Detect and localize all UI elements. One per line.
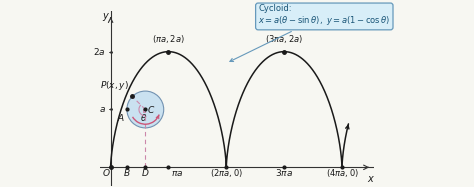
Text: $\pi a$: $\pi a$ bbox=[171, 169, 183, 178]
Text: $x$: $x$ bbox=[367, 174, 375, 184]
Text: Cycloid:
$x = a(\theta - \sin\theta),\ y = a(1 - \cos\theta)$: Cycloid: $x = a(\theta - \sin\theta),\ y… bbox=[230, 4, 391, 62]
Text: $C$: $C$ bbox=[147, 104, 155, 115]
Text: $(4\pi a, 0)$: $(4\pi a, 0)$ bbox=[326, 167, 358, 179]
Text: $O$: $O$ bbox=[102, 167, 111, 178]
Text: $y$: $y$ bbox=[102, 11, 110, 23]
Circle shape bbox=[127, 91, 164, 128]
Text: $D$: $D$ bbox=[141, 167, 150, 178]
Text: $2a$: $2a$ bbox=[93, 46, 106, 57]
Text: $a$: $a$ bbox=[99, 105, 106, 114]
Text: $\theta$: $\theta$ bbox=[140, 112, 148, 123]
Text: $B$: $B$ bbox=[123, 167, 131, 178]
Text: $P(x, y)$: $P(x, y)$ bbox=[100, 79, 129, 92]
Text: $(2\pi a, 0)$: $(2\pi a, 0)$ bbox=[210, 167, 243, 179]
Text: $(3\pi a, 2a)$: $(3\pi a, 2a)$ bbox=[265, 33, 303, 45]
Text: $(\pi a, 2a)$: $(\pi a, 2a)$ bbox=[152, 33, 185, 45]
Text: $3\pi a$: $3\pi a$ bbox=[275, 167, 293, 178]
Text: $A$: $A$ bbox=[117, 112, 125, 123]
